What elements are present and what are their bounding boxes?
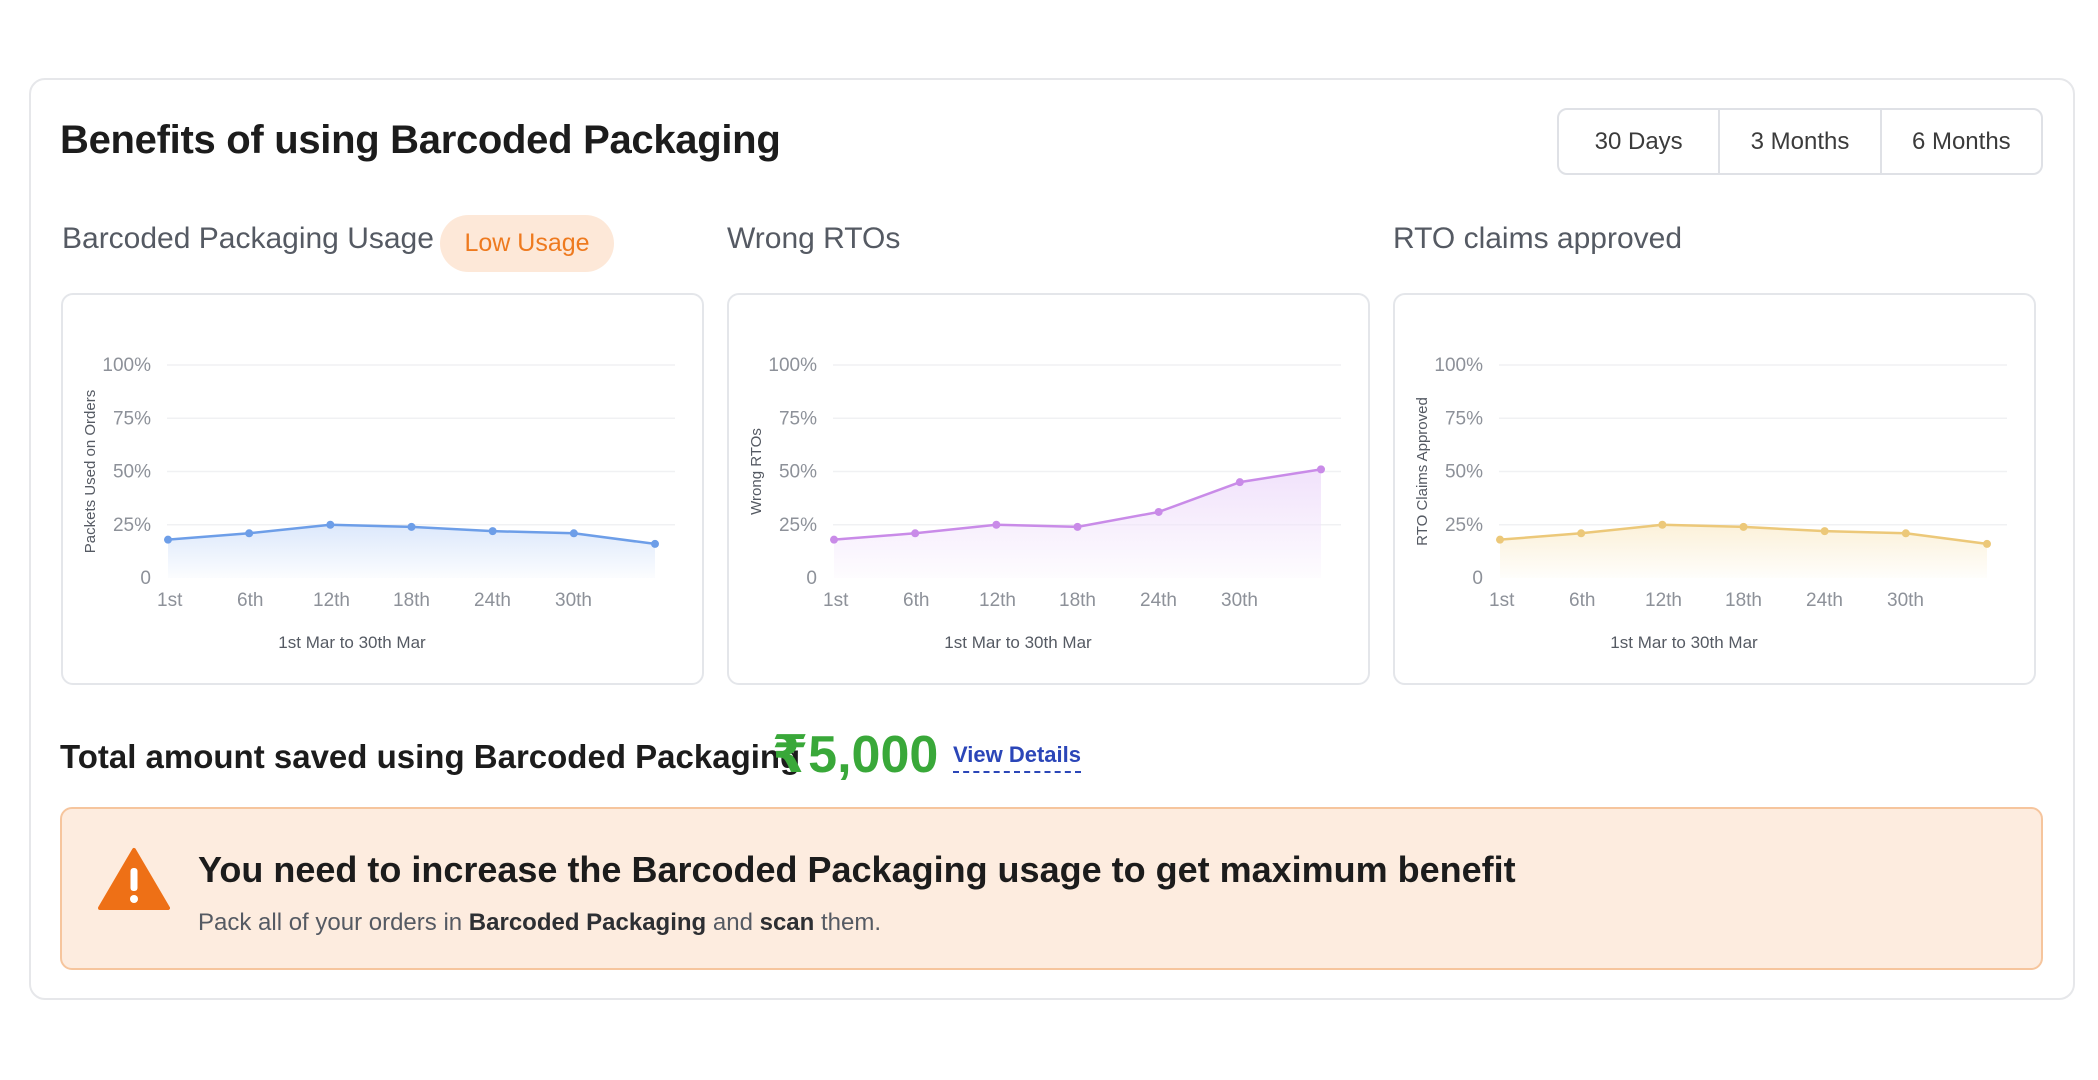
y-tick-label: 100% xyxy=(1434,355,1483,376)
x-tick-label: 24th xyxy=(1806,590,1843,611)
wrong-rtos-section-title: Wrong RTOs xyxy=(727,222,901,255)
y-axis-label: Wrong RTOs xyxy=(748,428,765,515)
data-point[interactable] xyxy=(992,520,1001,529)
series-area xyxy=(1500,524,1987,578)
y-axis-label: Packets Used on Orders xyxy=(82,390,99,553)
x-tick-label: 30th xyxy=(1887,590,1924,611)
low-usage-badge: Low Usage xyxy=(440,215,614,272)
data-point[interactable] xyxy=(911,529,920,538)
x-tick-label: 6th xyxy=(1569,590,1595,611)
total-saved-amount: ₹5,000 xyxy=(772,726,939,784)
x-tick-label: 30th xyxy=(1221,590,1258,611)
y-tick-label: 0 xyxy=(806,568,817,589)
data-point[interactable] xyxy=(326,520,335,529)
x-tick-label: 1st xyxy=(157,590,183,611)
data-point[interactable] xyxy=(830,535,838,544)
y-tick-label: 25% xyxy=(779,515,817,536)
y-tick-label: 100% xyxy=(102,355,151,376)
y-tick-label: 75% xyxy=(113,408,151,429)
alert-title: You need to increase the Barcoded Packag… xyxy=(198,849,1516,890)
alert-bold-scan: scan xyxy=(759,909,815,936)
data-point[interactable] xyxy=(1739,522,1748,531)
data-point[interactable] xyxy=(1577,529,1586,538)
chart-svg: 0 25% 50% 75% 100% RTO Claims Approved 1st 6th 1… xyxy=(1414,355,2007,652)
x-tick-label: 24th xyxy=(474,590,511,611)
x-tick-label: 6th xyxy=(237,590,263,611)
x-tick-label: 30th xyxy=(555,590,592,611)
warning-icon xyxy=(98,848,170,910)
chart-svg: 0 25% 50% 75% 100% Wrong RTOs 1st 6th 12th 18th 24… xyxy=(748,355,1341,652)
data-point[interactable] xyxy=(407,522,416,531)
data-point[interactable] xyxy=(651,539,659,548)
data-point[interactable] xyxy=(164,535,172,544)
range-6-months-button[interactable]: 6 Months xyxy=(1911,127,2011,155)
series-area xyxy=(834,469,1321,578)
data-point[interactable] xyxy=(1658,520,1667,529)
y-tick-label: 50% xyxy=(779,462,817,483)
x-tick-label: 18th xyxy=(1725,590,1762,611)
x-tick-label: 24th xyxy=(1140,590,1177,611)
y-tick-label: 75% xyxy=(1445,408,1483,429)
data-point[interactable] xyxy=(1496,535,1504,544)
y-axis-label: RTO Claims Approved xyxy=(1414,397,1431,546)
y-tick-label: 50% xyxy=(113,462,151,483)
y-tick-label: 75% xyxy=(779,408,817,429)
data-point[interactable] xyxy=(1901,529,1910,538)
wrong-rtos-chart: 0 25% 50% 75% 100% Wrong RTOs 1st 6th 12th 18th 24… xyxy=(727,293,1370,685)
x-tick-label: 18th xyxy=(1059,590,1096,611)
x-tick-label: 6th xyxy=(903,590,929,611)
data-point[interactable] xyxy=(1820,527,1829,536)
total-saved-label: Total amount saved using Barcoded Packag… xyxy=(60,738,801,775)
x-axis-caption: 1st Mar to 30th Mar xyxy=(278,633,426,652)
y-tick-label: 100% xyxy=(768,355,817,376)
data-point[interactable] xyxy=(488,527,497,536)
y-tick-label: 0 xyxy=(140,568,151,589)
rto-claims-chart: 0 25% 50% 75% 100% RTO Claims Approved 1st 6th 1… xyxy=(1393,293,2036,685)
data-point[interactable] xyxy=(1983,539,1991,548)
data-point[interactable] xyxy=(1073,522,1082,531)
usage-alert-banner: You need to increase the Barcoded Packag… xyxy=(60,807,2043,970)
y-tick-label: 25% xyxy=(113,515,151,536)
series-area xyxy=(168,524,655,578)
data-point[interactable] xyxy=(1154,507,1163,516)
x-tick-label: 18th xyxy=(393,590,430,611)
x-tick-label: 12th xyxy=(313,590,350,611)
y-tick-label: 0 xyxy=(1472,568,1483,589)
data-point[interactable] xyxy=(1317,465,1325,474)
range-selector: 30 Days 3 Months 6 Months xyxy=(1557,108,2043,175)
alert-text: Pack all of your orders in Barcoded Pack… xyxy=(198,909,882,936)
x-axis-caption: 1st Mar to 30th Mar xyxy=(1610,633,1758,652)
rto-claims-section-title: RTO claims approved xyxy=(1393,222,1683,255)
usage-section-title: Barcoded Packaging Usage xyxy=(62,222,434,255)
chart-svg: 0 25% 50% 75% 100%Packets Used on Orders 1st 6… xyxy=(82,355,675,652)
y-tick-label: 50% xyxy=(1445,462,1483,483)
x-tick-label: 12th xyxy=(979,590,1016,611)
x-axis-caption: 1st Mar to 30th Mar xyxy=(944,633,1092,652)
alert-bold-barcoded: Barcoded Packaging xyxy=(468,909,707,936)
range-3-months-button[interactable]: 3 Months xyxy=(1720,110,1882,173)
data-point[interactable] xyxy=(569,529,578,538)
data-point[interactable] xyxy=(1235,478,1244,487)
x-tick-label: 1st xyxy=(823,590,849,611)
view-details-link[interactable]: View Details xyxy=(953,742,1081,773)
usage-chart: 0 25% 50% 75% 100% Packets Used on Orders 1st 6… xyxy=(61,293,704,685)
x-tick-label: 1st xyxy=(1489,590,1515,611)
page-title: Benefits of using Barcoded Packaging xyxy=(60,118,781,162)
y-tick-label: 25% xyxy=(1445,515,1483,536)
data-point[interactable] xyxy=(245,529,254,538)
range-30-days-button[interactable]: 30 Days xyxy=(1559,110,1721,173)
x-tick-label: 12th xyxy=(1645,590,1682,611)
